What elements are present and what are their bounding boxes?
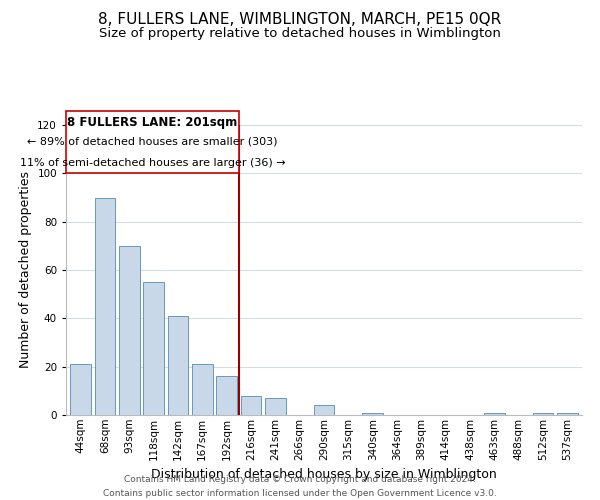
Bar	[216, 376, 237, 415]
Bar	[119, 246, 140, 415]
Bar	[484, 412, 505, 415]
X-axis label: Distribution of detached houses by size in Wimblington: Distribution of detached houses by size …	[151, 468, 497, 481]
Bar	[241, 396, 262, 415]
Bar	[533, 412, 553, 415]
Text: 8 FULLERS LANE: 201sqm: 8 FULLERS LANE: 201sqm	[67, 116, 238, 130]
Text: 8, FULLERS LANE, WIMBLINGTON, MARCH, PE15 0QR: 8, FULLERS LANE, WIMBLINGTON, MARCH, PE1…	[98, 12, 502, 28]
Bar	[192, 364, 212, 415]
FancyBboxPatch shape	[66, 110, 239, 174]
Bar	[362, 412, 383, 415]
Bar	[70, 364, 91, 415]
Text: Contains HM Land Registry data © Crown copyright and database right 2024.
Contai: Contains HM Land Registry data © Crown c…	[103, 476, 497, 498]
Text: Size of property relative to detached houses in Wimblington: Size of property relative to detached ho…	[99, 28, 501, 40]
Text: ← 89% of detached houses are smaller (303): ← 89% of detached houses are smaller (30…	[27, 136, 278, 146]
Y-axis label: Number of detached properties: Number of detached properties	[19, 172, 32, 368]
Bar	[143, 282, 164, 415]
Bar	[265, 398, 286, 415]
Bar	[167, 316, 188, 415]
Bar	[95, 198, 115, 415]
Bar	[314, 406, 334, 415]
Bar	[557, 412, 578, 415]
Text: 11% of semi-detached houses are larger (36) →: 11% of semi-detached houses are larger (…	[20, 158, 285, 168]
